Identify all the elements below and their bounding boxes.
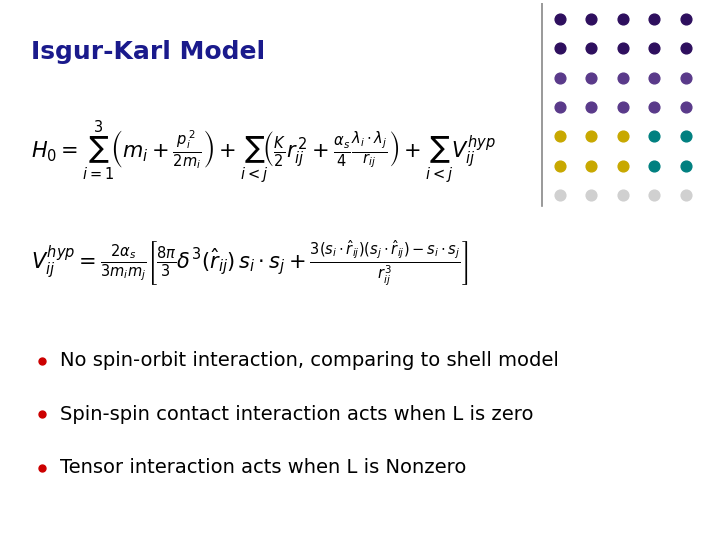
Text: Isgur-Karl Model: Isgur-Karl Model <box>32 40 266 64</box>
Point <box>680 103 691 111</box>
Point <box>554 44 566 52</box>
Point <box>617 132 629 141</box>
Point <box>586 191 598 199</box>
Point <box>554 103 566 111</box>
Point <box>649 15 660 23</box>
Point <box>617 103 629 111</box>
Point <box>554 132 566 141</box>
Point <box>680 15 691 23</box>
Point <box>586 44 598 52</box>
Point <box>586 161 598 170</box>
Point <box>554 161 566 170</box>
Point <box>680 73 691 82</box>
Point <box>554 191 566 199</box>
Point <box>649 191 660 199</box>
Point <box>649 161 660 170</box>
Point <box>617 73 629 82</box>
Point <box>586 132 598 141</box>
Point <box>649 44 660 52</box>
Point <box>586 103 598 111</box>
Point <box>554 73 566 82</box>
Point <box>617 191 629 199</box>
Point <box>554 15 566 23</box>
Text: $H_0 = \sum_{i=1}^{3}\!\left(m_i + \frac{p_i^{\,2}}{2m_i}\right) + \sum_{i<j}\!\: $H_0 = \sum_{i=1}^{3}\!\left(m_i + \frac… <box>32 120 496 186</box>
Point <box>649 73 660 82</box>
Point <box>680 191 691 199</box>
Point <box>680 132 691 141</box>
Point <box>649 132 660 141</box>
Point <box>617 161 629 170</box>
Point <box>617 44 629 52</box>
Point <box>680 44 691 52</box>
Point <box>586 73 598 82</box>
Point <box>617 15 629 23</box>
Text: $V_{ij}^{hyp} = \frac{2\alpha_s}{3m_i m_j}\left[\frac{8\pi}{3}\delta^3(\hat{r}_{: $V_{ij}^{hyp} = \frac{2\alpha_s}{3m_i m_… <box>32 238 469 288</box>
Text: No spin-orbit interaction, comparing to shell model: No spin-orbit interaction, comparing to … <box>60 352 559 370</box>
Point <box>649 103 660 111</box>
Point <box>680 161 691 170</box>
Text: Spin-spin contact interaction acts when L is zero: Spin-spin contact interaction acts when … <box>60 405 534 424</box>
Point <box>586 15 598 23</box>
Text: Tensor interaction acts when L is Nonzero: Tensor interaction acts when L is Nonzer… <box>60 458 467 477</box>
